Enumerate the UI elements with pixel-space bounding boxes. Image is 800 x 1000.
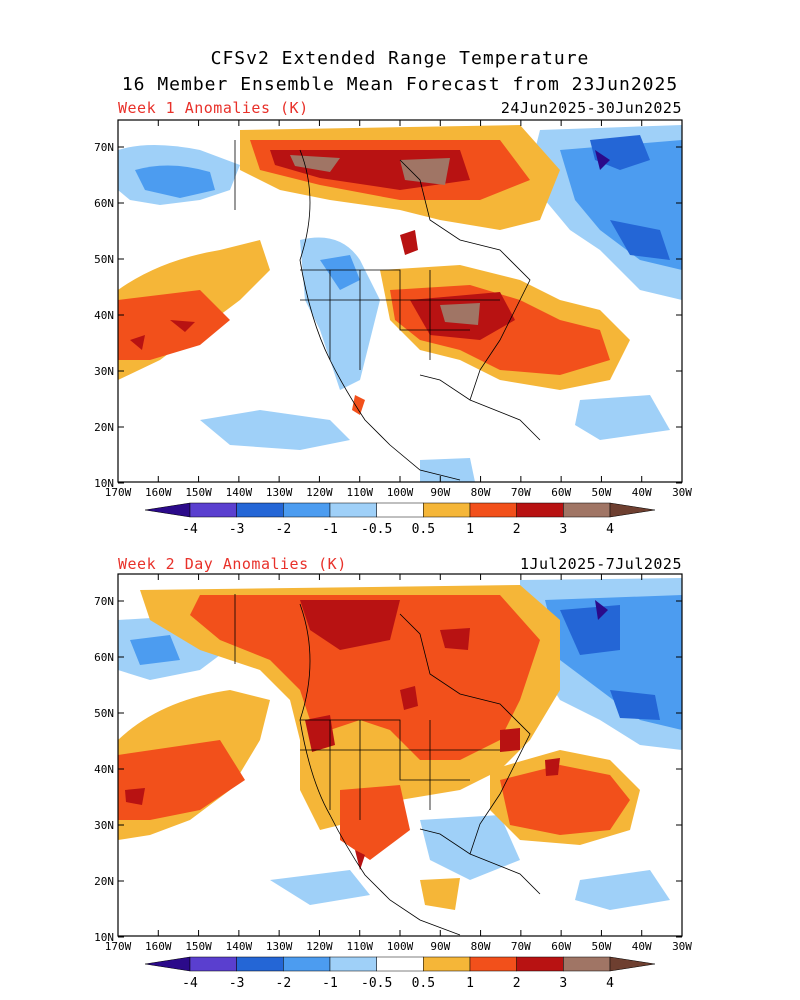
lon-label: 80W [471, 940, 491, 953]
lon-label: 60W [551, 486, 571, 499]
colorbar-swatch [283, 956, 331, 972]
colorbar-label: 2 [513, 976, 521, 991]
colorbar-label: 1 [466, 976, 474, 991]
week2-label: Week 2 Day Anomalies (K) [118, 555, 347, 573]
colorbar-label: 0.5 [412, 522, 435, 537]
lon-label: 50W [591, 486, 611, 499]
colorbar-swatch [469, 502, 517, 518]
lat-label: 40N [94, 763, 114, 776]
lon-label: 70W [511, 940, 531, 953]
colorbar-arrow-high [609, 502, 656, 518]
lon-label: 120W [306, 940, 333, 953]
lon-label: 60W [551, 940, 571, 953]
lat-label: 60N [94, 651, 114, 664]
lon-label: 70W [511, 486, 531, 499]
colorbar-swatch [329, 502, 377, 518]
colorbar-swatch [423, 956, 471, 972]
lon-label: 140W [226, 486, 253, 499]
colorbar-swatch [376, 956, 424, 972]
lon-label: 120W [306, 486, 333, 499]
colorbar-swatch [516, 956, 564, 972]
colorbars-group: -4 -3 -2 -1 -0.5 0.5 1 2 3 4 -4 -3 -2 -1 -0.5 0.5 1 2 3 4 [144, 502, 656, 991]
colorbar-label: -0.5 [361, 522, 392, 537]
colorbar-label: -3 [229, 522, 245, 537]
colorbar-swatch [283, 502, 331, 518]
colorbar-label: 2 [513, 522, 521, 537]
colorbar-swatch [563, 502, 611, 518]
colorbar-label: -0.5 [361, 976, 392, 991]
colorbar-swatch [236, 956, 284, 972]
colorbar-arrow-low [144, 956, 191, 972]
colorbar-label: 3 [559, 522, 567, 537]
lat-label: 40N [94, 309, 114, 322]
lon-label: 110W [346, 940, 373, 953]
colorbar-label: -1 [322, 976, 338, 991]
colorbar-label: -1 [322, 522, 338, 537]
lat-label: 70N [94, 141, 114, 154]
lon-label: 170W [105, 486, 132, 499]
lon-label: 130W [266, 940, 293, 953]
colorbar-label: 1 [466, 522, 474, 537]
colorbar-label: 4 [606, 976, 614, 991]
lon-label: 100W [387, 940, 414, 953]
colorbar-label: -2 [276, 522, 292, 537]
lon-label: 160W [145, 486, 172, 499]
lat-label: 10N [94, 931, 114, 944]
colorbar-swatch [423, 502, 471, 518]
colorbar-label: -4 [182, 976, 198, 991]
lon-label: 30W [672, 940, 692, 953]
lon-label: 150W [185, 486, 212, 499]
colorbar-arrow-high [609, 956, 656, 972]
lat-label: 30N [94, 365, 114, 378]
week2-map [118, 574, 682, 936]
lon-label: 80W [471, 486, 491, 499]
week1-label: Week 1 Anomalies (K) [118, 99, 309, 117]
lon-label: 170W [105, 940, 132, 953]
colorbar-label: -4 [182, 522, 198, 537]
lon-label: 90W [430, 486, 450, 499]
colorbar-label: 4 [606, 522, 614, 537]
colorbar-swatch [469, 956, 517, 972]
title-line-2: 16 Member Ensemble Mean Forecast from 23… [121, 74, 679, 95]
lon-label: 130W [266, 486, 293, 499]
colorbar-swatch [329, 956, 377, 972]
colorbar-swatch [376, 502, 424, 518]
lon-label: 40W [632, 940, 652, 953]
colorbar-swatch [236, 502, 284, 518]
lon-label: 50W [591, 940, 611, 953]
colorbar-label: -3 [229, 976, 245, 991]
colorbar-swatch [563, 956, 611, 972]
week1-map [118, 120, 682, 482]
colorbar-swatch [516, 502, 564, 518]
lon-label: 140W [226, 940, 253, 953]
lat-label: 60N [94, 197, 114, 210]
week2-dates: 1Jul2025-7Jul2025 [519, 555, 682, 573]
colorbar-label: 0.5 [412, 976, 435, 991]
title-line-1: CFSv2 Extended Range Temperature [210, 48, 590, 69]
week1-dates: 24Jun2025-30Jun2025 [500, 99, 682, 117]
lon-label: 40W [632, 486, 652, 499]
lat-label: 30N [94, 819, 114, 832]
lat-label: 70N [94, 595, 114, 608]
lat-label: 10N [94, 477, 114, 490]
lon-label: 160W [145, 940, 172, 953]
lon-label: 30W [672, 486, 692, 499]
colorbar-label: -2 [276, 976, 292, 991]
lat-label: 50N [94, 707, 114, 720]
colorbar-label: 3 [559, 976, 567, 991]
lat-label: 50N [94, 253, 114, 266]
colorbar-swatch [189, 502, 237, 518]
lon-label: 110W [346, 486, 373, 499]
lon-label: 90W [430, 940, 450, 953]
colorbar-swatch [189, 956, 237, 972]
lon-label: 100W [387, 486, 414, 499]
lat-label: 20N [94, 875, 114, 888]
colorbar-arrow-low [144, 502, 191, 518]
lon-label: 150W [185, 940, 212, 953]
lat-label: 20N [94, 421, 114, 434]
